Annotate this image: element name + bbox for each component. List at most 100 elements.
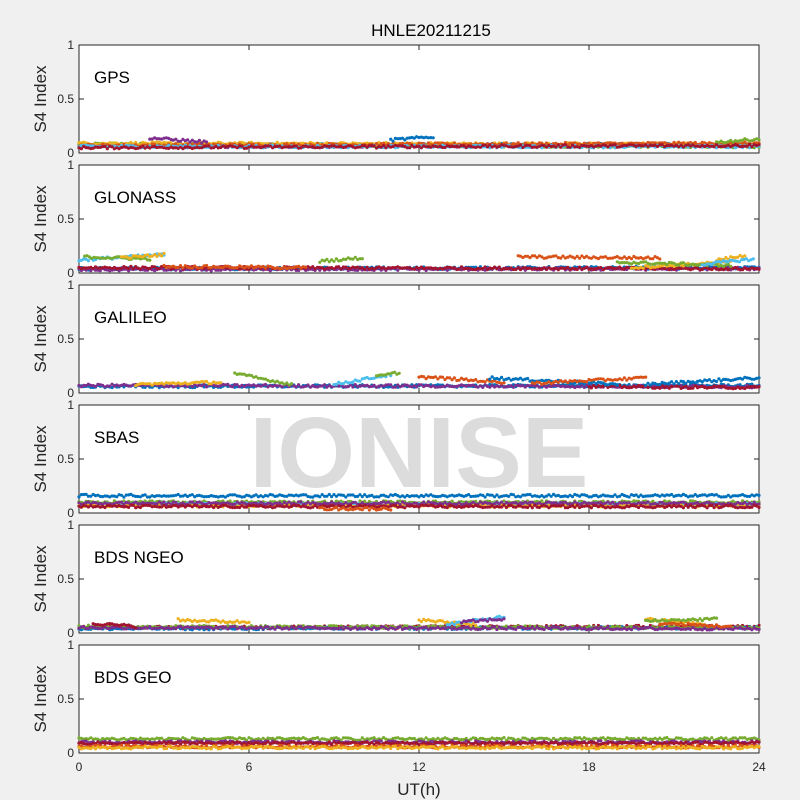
data-point — [360, 257, 364, 261]
data-point — [294, 144, 298, 148]
data-point — [181, 266, 185, 270]
y-tick-label: 1 — [67, 278, 74, 292]
data-point — [162, 251, 166, 255]
data-point — [204, 263, 209, 268]
plot-area-0 — [78, 44, 760, 154]
data-point — [148, 258, 152, 262]
data-point — [729, 264, 733, 268]
data-point — [670, 380, 674, 384]
data-point — [148, 267, 152, 271]
data-point — [618, 265, 622, 269]
y-axis-label: S4 Index — [31, 305, 50, 373]
data-point — [108, 141, 112, 145]
data-point — [337, 265, 341, 269]
y-tick-label: 1 — [67, 38, 74, 52]
data-point — [358, 379, 362, 383]
data-point — [393, 385, 397, 389]
y-tick-label: 0.5 — [57, 212, 74, 226]
data-point — [351, 385, 355, 389]
data-point — [415, 385, 419, 389]
data-point — [629, 257, 634, 261]
data-point — [304, 265, 308, 269]
data-point — [297, 383, 301, 387]
data-point — [691, 386, 695, 390]
data-point — [677, 263, 681, 267]
y-axis-label: S4 Index — [31, 185, 50, 253]
data-point — [483, 265, 487, 269]
data-point — [452, 376, 456, 380]
data-point — [530, 141, 534, 145]
data-point — [433, 375, 438, 379]
data-point — [672, 382, 676, 386]
data-point — [658, 386, 662, 390]
data-point — [658, 257, 662, 261]
data-point — [681, 261, 686, 265]
data-point — [325, 257, 329, 261]
data-point — [481, 385, 485, 389]
data-point — [757, 138, 761, 142]
y-tick-label: 0 — [67, 146, 74, 160]
data-point — [186, 138, 190, 142]
data-point — [627, 495, 631, 499]
data-point — [431, 136, 435, 140]
y-tick-label: 0.5 — [57, 92, 74, 106]
data-point — [589, 386, 594, 390]
data-point — [714, 379, 719, 384]
data-point — [441, 375, 445, 379]
data-point — [79, 147, 83, 151]
data-point — [526, 376, 530, 381]
data-point — [86, 259, 90, 263]
panel-label: SBAS — [94, 428, 139, 447]
data-point — [204, 379, 209, 383]
data-point — [178, 264, 183, 268]
data-point — [726, 268, 730, 272]
data-point — [459, 265, 464, 269]
data-point — [105, 147, 109, 151]
data-point — [622, 376, 627, 380]
data-point — [77, 495, 81, 499]
data-point — [511, 385, 515, 389]
data-point — [752, 146, 756, 150]
data-point — [408, 146, 412, 150]
data-point — [568, 145, 572, 149]
data-point — [613, 143, 617, 147]
data-point — [757, 143, 761, 147]
data-point — [112, 141, 116, 145]
data-point — [575, 267, 579, 272]
y-tick-label: 0.5 — [57, 332, 74, 346]
data-point — [751, 257, 755, 261]
y-tick-label: 0.5 — [57, 452, 74, 466]
data-point — [263, 382, 268, 387]
data-point — [488, 377, 492, 381]
panel-label: GLONASS — [94, 188, 176, 207]
data-point — [129, 264, 133, 268]
data-point — [306, 383, 310, 387]
data-point — [391, 139, 395, 143]
data-point — [757, 267, 761, 271]
data-point — [219, 381, 223, 385]
data-point — [318, 260, 322, 264]
data-point — [712, 145, 716, 149]
data-point — [397, 371, 401, 375]
data-point — [275, 140, 279, 144]
data-point — [502, 381, 506, 385]
data-point — [162, 263, 166, 268]
data-point — [556, 143, 560, 147]
y-tick-label: 1 — [67, 158, 74, 172]
data-point — [658, 382, 662, 387]
data-point — [518, 143, 523, 147]
data-point — [615, 383, 619, 387]
y-tick-label: 1 — [67, 398, 74, 412]
data-point — [204, 140, 209, 144]
data-point — [757, 385, 761, 389]
chart-title: HNLE20211215 — [371, 21, 491, 40]
data-point — [563, 143, 568, 147]
panel-label: GPS — [94, 68, 130, 87]
data-point — [757, 493, 761, 497]
data-point — [332, 259, 336, 263]
data-point — [240, 144, 244, 148]
y-axis-label: S4 Index — [31, 425, 50, 493]
data-point — [77, 141, 81, 145]
